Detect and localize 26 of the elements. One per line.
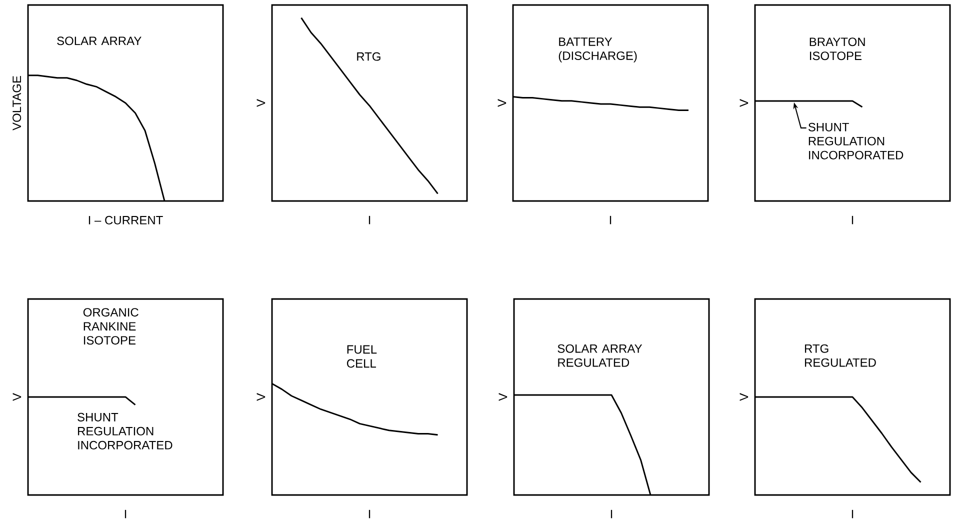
x-axis-title: I <box>610 216 612 224</box>
chart-title: SOLAR ARRAY <box>57 36 142 46</box>
chart-title: BRAYTON ISOTOPE <box>810 38 865 60</box>
x-axis-title: I <box>852 216 854 224</box>
chart-title: RTG REGULATED <box>805 344 876 367</box>
chart-title: FUEL CELL <box>346 345 377 368</box>
chart-title: BATTERY (DISCHARGE) <box>558 38 637 62</box>
chart-title: SOLAR ARRAY REGULATED <box>558 344 642 367</box>
x-axis-title: I <box>368 510 370 518</box>
y-axis-title: V <box>498 393 508 401</box>
annotation: SHUNT REGULATION INCORPORATED <box>78 412 172 450</box>
y-axis-title: V <box>12 393 22 401</box>
x-axis-title: I <box>610 510 612 518</box>
x-axis-title: I <box>124 510 126 518</box>
text: RTG <box>357 52 380 61</box>
y-axis-title: V <box>498 99 506 107</box>
annotation: SHUNT REGULATION INCORPORATED <box>808 122 904 160</box>
y-axis-title: VOLTAGE <box>12 76 22 130</box>
y-axis-title: V <box>740 393 748 401</box>
y-axis-title: V <box>256 99 266 107</box>
x-axis-title: I <box>368 216 370 224</box>
y-axis-title: V <box>256 393 266 401</box>
x-axis-title: I <box>852 510 854 518</box>
chart-title: ORGANIC RANKINE ISOTOPE <box>83 308 138 345</box>
y-axis-title: V <box>740 99 748 107</box>
x-axis-title: I – CURRENT <box>88 216 163 224</box>
